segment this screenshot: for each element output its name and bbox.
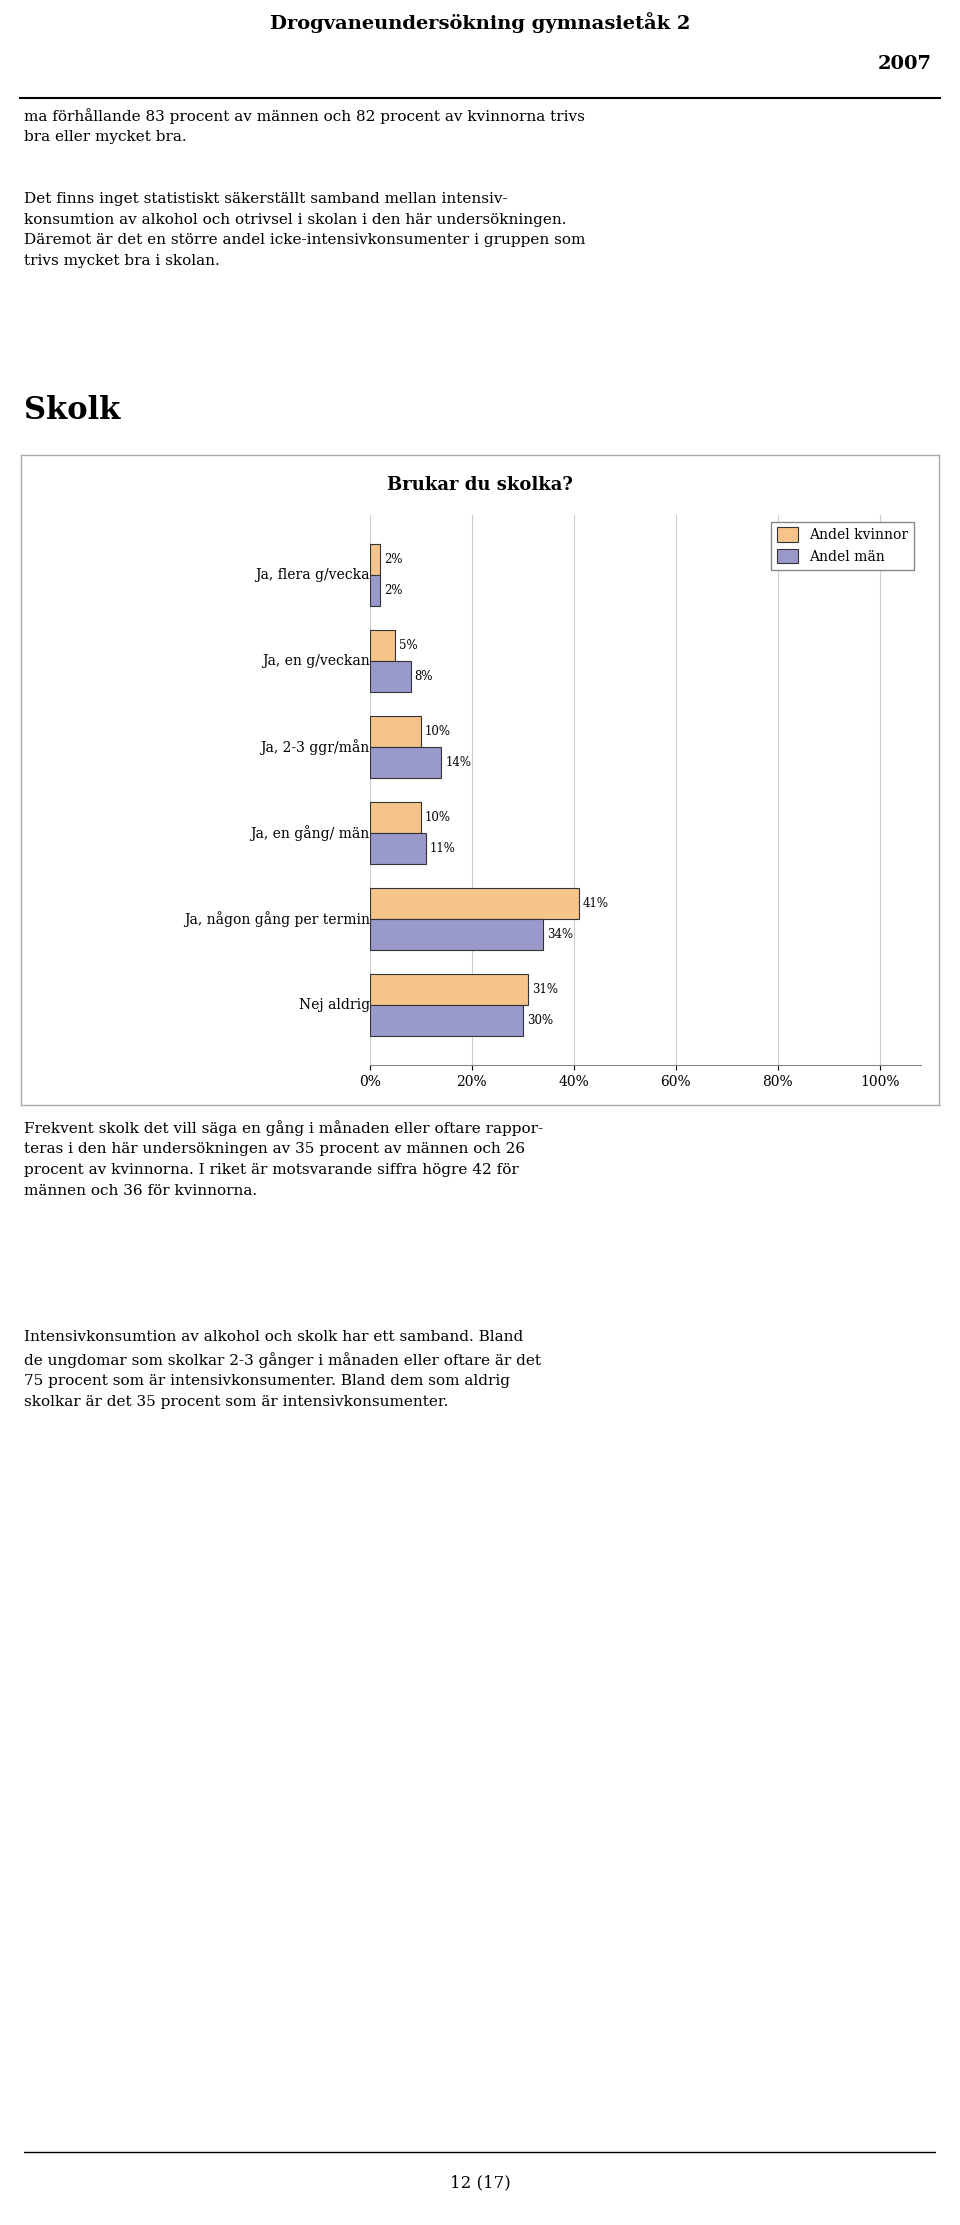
Text: Ja, en g/veckan: Ja, en g/veckan [262, 654, 370, 668]
Text: Skolk: Skolk [24, 396, 120, 425]
Text: 5%: 5% [399, 639, 418, 652]
Bar [370, 661, 411, 692]
Text: Brukar du skolka?: Brukar du skolka? [387, 476, 573, 494]
Bar [370, 748, 442, 779]
Bar [370, 545, 380, 574]
Legend: Andel kvinnor, Andel män: Andel kvinnor, Andel män [772, 523, 914, 570]
Bar [370, 574, 380, 605]
Text: Frekvent skolk det vill säga en gång i månaden eller oftare rappor-
teras i den : Frekvent skolk det vill säga en gång i m… [24, 1119, 543, 1197]
Text: 2%: 2% [384, 585, 402, 596]
Text: ma förhållande 83 procent av männen och 82 procent av kvinnorna trivs
bra eller : ma förhållande 83 procent av männen och … [24, 109, 585, 145]
Bar [370, 832, 426, 863]
Text: 10%: 10% [425, 725, 451, 739]
Text: Ja, 2-3 ggr/mån: Ja, 2-3 ggr/mån [260, 739, 370, 754]
Text: Ja, någon gång per termin: Ja, någon gång per termin [184, 910, 370, 928]
Text: Det finns inget statistiskt säkerställt samband mellan intensiv-
konsumtion av a: Det finns inget statistiskt säkerställt … [24, 191, 586, 267]
Text: Drogvaneundersökning gymnasietåk 2: Drogvaneundersökning gymnasietåk 2 [270, 13, 690, 33]
Bar [370, 919, 543, 950]
Text: 8%: 8% [415, 670, 433, 683]
Text: 11%: 11% [430, 841, 456, 854]
Text: 14%: 14% [445, 756, 471, 770]
Text: 34%: 34% [547, 928, 573, 941]
Bar [370, 630, 396, 661]
Bar [370, 975, 528, 1006]
Text: 10%: 10% [425, 810, 451, 823]
Text: Nej aldrig: Nej aldrig [299, 997, 370, 1012]
Bar [370, 801, 420, 832]
Bar [370, 716, 420, 748]
Text: Intensivkonsumtion av alkohol och skolk har ett samband. Bland
de ungdomar som s: Intensivkonsumtion av alkohol och skolk … [24, 1331, 541, 1408]
Text: 2007: 2007 [877, 56, 931, 73]
Text: 2%: 2% [384, 554, 402, 565]
Text: Ja, en gång/ män: Ja, en gång/ män [251, 825, 370, 841]
Bar [370, 1006, 523, 1037]
Text: 31%: 31% [532, 983, 558, 997]
Text: 30%: 30% [527, 1015, 553, 1026]
Text: 12 (17): 12 (17) [449, 2174, 511, 2192]
Text: 41%: 41% [583, 897, 609, 910]
Bar [370, 888, 579, 919]
Text: Ja, flera g/vecka: Ja, flera g/vecka [255, 567, 370, 583]
